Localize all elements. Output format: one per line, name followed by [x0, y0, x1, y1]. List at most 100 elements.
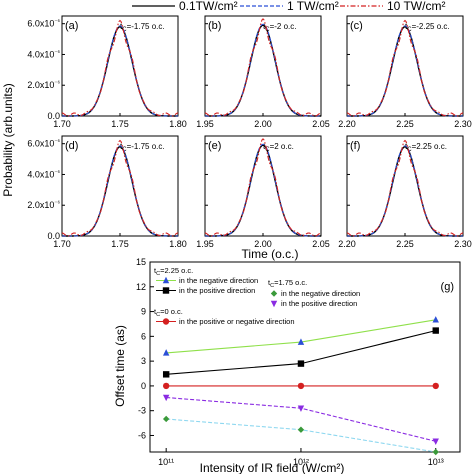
x-tick-label: 2.30 — [454, 239, 472, 249]
legend-label-1: 1 TW/cm² — [287, 0, 339, 13]
x-tick-label: 2.05 — [312, 239, 330, 249]
x-tick-label: 2.20 — [338, 239, 356, 249]
marker-circle — [162, 382, 170, 390]
annotation-rest: =2.25 o.c. — [412, 142, 447, 151]
legend-label-0: 0.1TW/cm² — [179, 0, 238, 13]
x-tick-label: 1.95 — [196, 239, 214, 249]
series-0 — [162, 316, 439, 356]
marker-square — [432, 327, 439, 334]
annotation-rest: =-2 o.c. — [270, 22, 297, 31]
panel-frame — [204, 135, 322, 237]
curve-dashed — [347, 25, 463, 117]
panel-c: 2.20 2.25 2.30 (c) tC=-2.25 o.c. — [338, 15, 472, 129]
panel-e: 1.95 2.00 2.05(e) tC=2 o.c. — [196, 135, 330, 249]
y-tick-exponent: ⁻⁶ — [54, 139, 60, 146]
curve-dashed — [62, 25, 178, 117]
y-tick-label: 2.0x10⁻⁶ — [27, 200, 60, 210]
x-tick-label: 2.25 — [396, 119, 414, 129]
panel-label: (d) — [65, 140, 78, 152]
x-tick-label: 1.80 — [169, 239, 187, 249]
g-legend-label: in the negative direction — [179, 276, 258, 285]
curve-dashed — [205, 23, 321, 117]
tc-rest: =1.75 o.c. — [274, 278, 307, 287]
marker-triangle-up — [162, 276, 170, 284]
panel-label: (e) — [208, 140, 221, 152]
curve-solid — [347, 26, 463, 117]
grid-ylabel: Probability (arb.units) — [1, 83, 15, 196]
g-legend-label: in the positive or negative direction — [179, 317, 295, 326]
series-line — [166, 396, 436, 442]
annotation-rest: =2 o.c. — [270, 142, 294, 151]
x-tick-label: 1.70 — [53, 119, 71, 129]
y-tick-exponent: ⁻⁶ — [54, 80, 60, 87]
g-y-tick-label: 9 — [141, 307, 146, 317]
curve-dashdot — [61, 139, 179, 237]
annotation-subscript: C — [407, 27, 412, 33]
annotation-subscript: C — [122, 147, 127, 153]
tc-subscript: C — [270, 283, 274, 289]
y-tick-label: 6.0x10⁻⁶ — [27, 139, 60, 149]
g-x-tick-label: 10¹³ — [428, 457, 444, 467]
g-y-tick-label: 12 — [136, 282, 146, 292]
g-legend-item-2: in the positive or negative direction — [156, 317, 295, 326]
y-tick-exponent: ⁻⁶ — [54, 19, 60, 26]
marker-triangle-down — [270, 300, 278, 308]
curve-solid — [205, 144, 321, 237]
g-xlabel: Intensity of IR field (W/cm²) — [200, 461, 345, 474]
marker-triangle-up — [432, 316, 439, 323]
marker-circle — [432, 382, 439, 390]
g-legend-item-4: in the positive direction — [270, 299, 357, 308]
panel-grid: 1.70 1.75 1.80 0.0 2.0x10⁻⁶ 4.0x10⁻⁶ 6.0x10⁻⁶ (… — [27, 15, 472, 249]
curve-dashed — [62, 145, 178, 237]
curve-dashdot — [346, 19, 464, 117]
annotation-subscript: C — [122, 27, 127, 33]
x-tick-label: 1.80 — [169, 119, 187, 129]
series-1 — [162, 327, 439, 378]
curve-solid — [62, 26, 178, 117]
g-annotation-tc0: tC=0 o.c. — [154, 307, 183, 318]
marker-square — [297, 360, 305, 367]
panel-b: 1.95 2.00 2.05(b) tC=-2 o.c. — [196, 15, 330, 129]
y-tick-label: 0.0 — [47, 111, 60, 121]
panel-annotation: tC=-1.75 o.c. — [120, 22, 165, 33]
top-legend: 0.1TW/cm² 1 TW/cm² 10 TW/cm² — [132, 0, 445, 13]
curve-dashdot — [61, 19, 179, 117]
marker-triangle-up — [162, 349, 170, 356]
x-tick-label: 2.30 — [454, 119, 472, 129]
panel-g: -6 -3 0 3 6 9 12 15 10¹¹ 10¹² 10¹³ (g) tC=2.25 o.c. t… — [136, 257, 461, 467]
g-frame — [149, 261, 461, 453]
curve-dashed — [347, 145, 463, 237]
x-tick-label: 1.75 — [111, 239, 129, 249]
panel-frame — [61, 15, 179, 117]
grid-xlabel: Time (o.c.) — [242, 247, 299, 261]
series-line — [166, 418, 436, 453]
marker-triangle-down — [162, 394, 170, 402]
g-x-tick-label: 10¹² — [293, 457, 309, 467]
panel-annotation: tC=-1.75 o.c. — [120, 142, 165, 153]
g-legend-item-0: in the negative direction — [156, 276, 258, 285]
marker-square — [162, 371, 170, 378]
panel-frame — [204, 15, 322, 117]
curve-dashdot — [346, 139, 464, 237]
g-y-tick-label: -3 — [138, 406, 146, 416]
y-tick-exponent: ⁻⁶ — [54, 169, 60, 176]
y-tick-exponent: ⁻⁶ — [54, 200, 60, 207]
g-legend-item-1: in the positive direction — [156, 286, 255, 295]
y-tick-label: 0.0 — [47, 231, 60, 241]
panel-d: 1.70 1.75 1.80 0.0 2.0x10⁻⁶ 4.0x10⁻⁶ 6.0x10⁻⁶ (… — [27, 135, 187, 249]
panel-frame — [61, 135, 179, 237]
g-annotation-tc225: tC=2.25 o.c. — [154, 266, 193, 277]
y-tick-label: 4.0x10⁻⁶ — [27, 49, 60, 59]
panel-a: 1.70 1.75 1.80 0.0 2.0x10⁻⁶ 4.0x10⁻⁶ 6.0x10⁻⁶ (… — [27, 15, 187, 129]
y-tick-label: 4.0x10⁻⁶ — [27, 169, 60, 179]
tc-subscript: C — [156, 271, 160, 277]
x-tick-label: 2.25 — [396, 239, 414, 249]
tc-rest: =2.25 o.c. — [160, 266, 193, 275]
curve-dashdot — [204, 138, 322, 237]
g-y-tick-label: 3 — [141, 356, 146, 366]
panel-frame — [346, 15, 464, 117]
g-legend-label: in the positive direction — [281, 299, 357, 308]
panel-label: (f) — [350, 140, 360, 152]
series-3 — [162, 415, 439, 456]
